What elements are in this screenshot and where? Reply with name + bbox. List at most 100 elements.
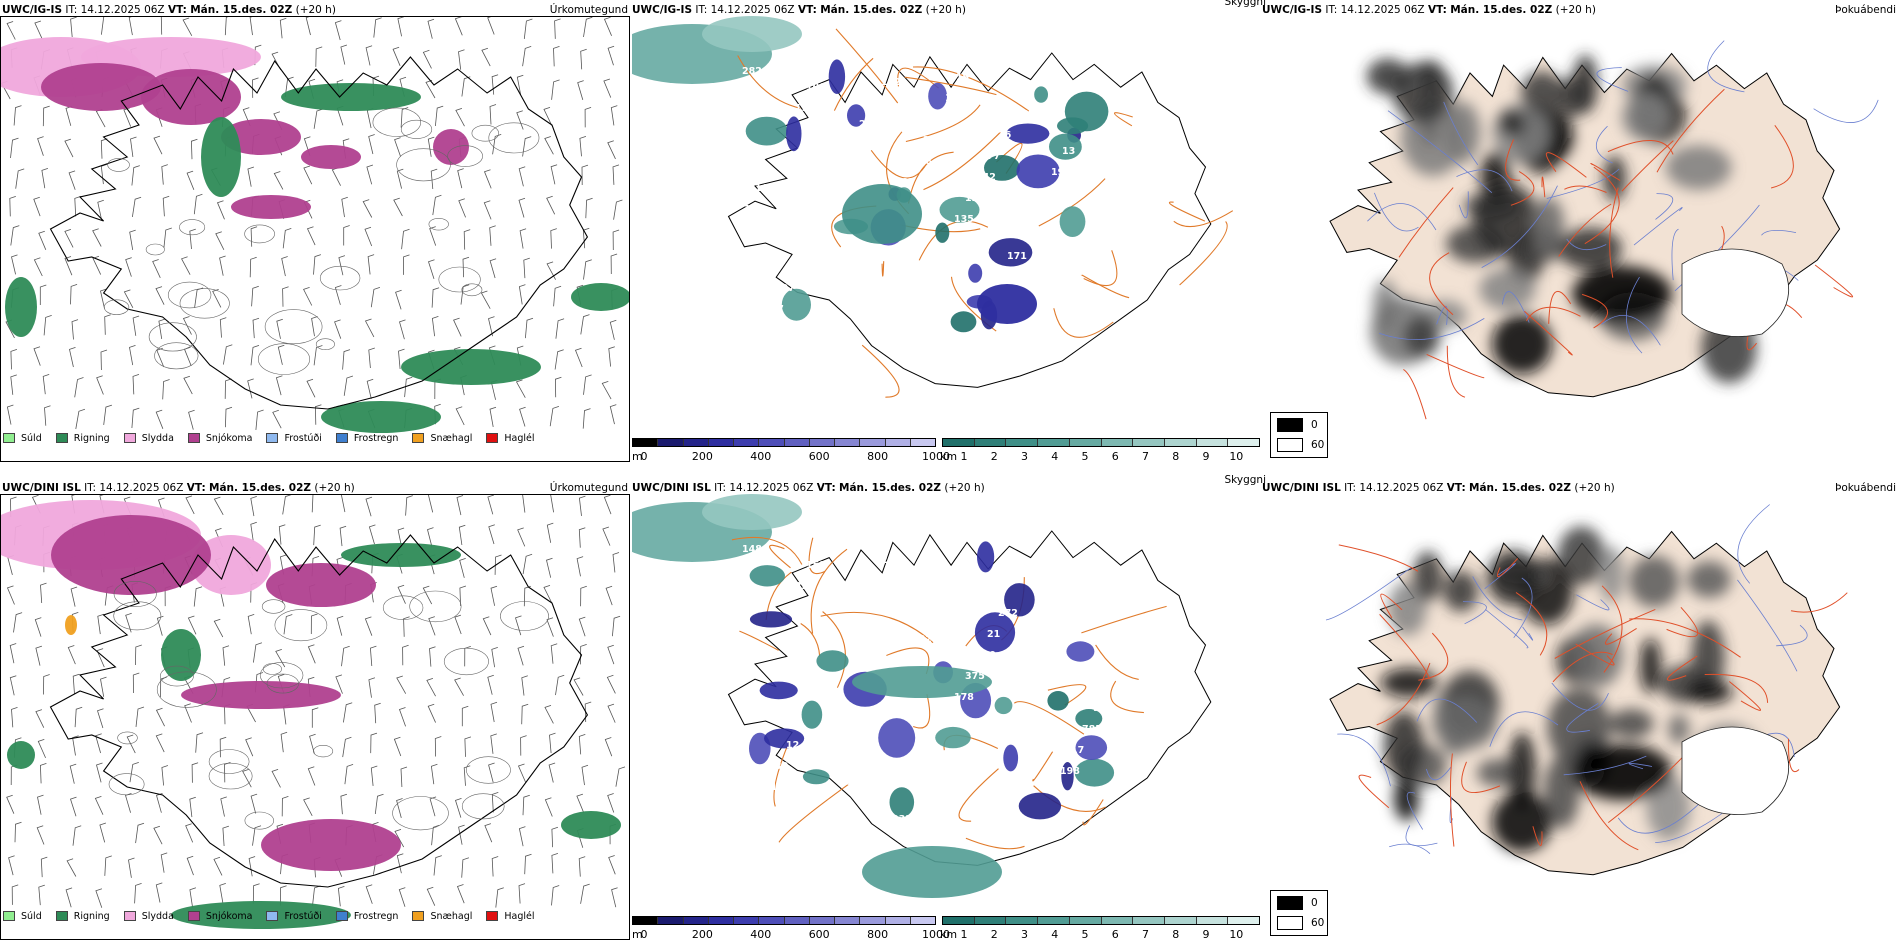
wind-barb bbox=[225, 406, 233, 428]
tick-label: 7 bbox=[1142, 450, 1150, 463]
model-name: UWC/IG-IS bbox=[632, 4, 693, 16]
wind-barb bbox=[578, 616, 586, 637]
fog-patch bbox=[1603, 155, 1627, 202]
legend-high-label: 0 bbox=[1311, 897, 1318, 909]
terrain-contour bbox=[108, 773, 145, 796]
wind-barb bbox=[574, 347, 583, 368]
wind-barb bbox=[524, 853, 532, 875]
colorbar-segment bbox=[708, 439, 734, 446]
wind-barb bbox=[396, 168, 404, 189]
road-segment bbox=[1053, 308, 1114, 338]
wind-barb bbox=[193, 193, 203, 215]
wind-barb bbox=[606, 674, 616, 694]
wind-barb bbox=[95, 108, 106, 128]
wind-barb bbox=[405, 495, 413, 516]
wind-barb bbox=[429, 646, 436, 667]
wind-barb bbox=[70, 284, 78, 305]
precip-legend-item: Frostregn bbox=[335, 433, 398, 444]
cloud-base-value: 151 bbox=[806, 560, 826, 571]
visibility-area bbox=[702, 16, 802, 52]
colorbar-segment bbox=[910, 439, 935, 446]
cloud-base-value: 192 bbox=[945, 571, 965, 582]
model-name: UWC/DINI ISL bbox=[2, 482, 81, 494]
wind-barb bbox=[99, 822, 107, 843]
legend-swatch bbox=[266, 433, 279, 443]
colorbar-segment bbox=[1133, 439, 1165, 446]
snow-pellet-area bbox=[65, 615, 77, 635]
wind-barb bbox=[253, 642, 263, 663]
road-segment bbox=[923, 130, 1002, 191]
colorbar-segment bbox=[1228, 917, 1260, 924]
wind-barb bbox=[223, 344, 233, 365]
tick-label: 9 bbox=[1202, 450, 1210, 463]
wind-barb bbox=[577, 80, 584, 101]
wind-barb bbox=[313, 108, 324, 129]
wind-barb bbox=[464, 736, 472, 757]
wind-barb bbox=[219, 317, 227, 338]
precip-legend-item: Slydda bbox=[123, 910, 174, 922]
tick-label: 1 bbox=[960, 450, 968, 463]
wind-barb bbox=[40, 582, 47, 604]
road-segment bbox=[1358, 774, 1390, 809]
visibility-area bbox=[842, 184, 922, 244]
precip-legend-item: Súld bbox=[3, 911, 42, 922]
cloud-base-value: 282 bbox=[742, 66, 762, 77]
cloud-base-value: 132 bbox=[1009, 109, 1029, 120]
fog-patch bbox=[1403, 315, 1441, 358]
road-segment bbox=[1173, 210, 1234, 228]
cloud-base-area bbox=[1006, 123, 1050, 144]
road-segment bbox=[912, 66, 1030, 112]
terrain-contour bbox=[261, 599, 286, 614]
cloud-base-value: 96 bbox=[753, 325, 767, 336]
wind-barb bbox=[517, 763, 527, 783]
legend-label: Snæhagl bbox=[430, 432, 473, 444]
colorbar-segment bbox=[1006, 917, 1039, 924]
road-segment bbox=[808, 537, 826, 575]
wind-barb bbox=[402, 644, 409, 666]
wind-barb bbox=[422, 585, 433, 605]
cloud-base-area bbox=[928, 82, 947, 110]
terrain-contour bbox=[117, 731, 138, 745]
wind-barb bbox=[11, 254, 18, 275]
wind-barb bbox=[544, 797, 553, 817]
cloud-base-area bbox=[994, 696, 1013, 715]
road-segment bbox=[1656, 88, 1725, 173]
wind-barb bbox=[6, 794, 15, 814]
cloud-base-value: 188 bbox=[817, 819, 837, 830]
road-segment bbox=[1080, 273, 1130, 299]
wind-barb bbox=[458, 824, 465, 845]
legend-label: Frostregn bbox=[353, 910, 399, 922]
legend-label: Slydda bbox=[141, 910, 174, 922]
wind-barb bbox=[135, 644, 142, 666]
wind-barb bbox=[313, 524, 321, 546]
road-segment bbox=[913, 694, 931, 729]
cloud-base-value: 12 bbox=[892, 336, 905, 347]
wind-barb bbox=[580, 883, 590, 904]
road-segment bbox=[1378, 318, 1485, 341]
cloud-base-value: 10 bbox=[1040, 188, 1054, 199]
cloud-base-value: 163 bbox=[755, 183, 775, 194]
wind-barb bbox=[155, 882, 163, 903]
wind-barb bbox=[490, 701, 498, 723]
wind-barb bbox=[307, 766, 316, 786]
wind-barb bbox=[601, 381, 612, 400]
wind-barb bbox=[548, 762, 556, 783]
visibility-map: 282 198 155 63 135 171 137 96 100 259 308 12 201 16 17… bbox=[632, 16, 1234, 398]
wind-barb bbox=[400, 107, 409, 128]
cloud-base-area bbox=[935, 726, 971, 749]
terrain-contour bbox=[319, 265, 361, 291]
cloud-base-area bbox=[950, 311, 977, 333]
colorbar-segment bbox=[943, 439, 975, 446]
wind-barb bbox=[100, 138, 108, 159]
wind-barb bbox=[74, 706, 83, 728]
wind-barb bbox=[42, 374, 50, 395]
wind-barb bbox=[583, 17, 593, 38]
wind-barb bbox=[551, 885, 560, 906]
road-segment bbox=[1013, 701, 1085, 735]
wind-barb bbox=[6, 585, 15, 605]
road-segment bbox=[1728, 681, 1761, 711]
wind-barb bbox=[374, 793, 384, 815]
cloud-base-value: 12 bbox=[786, 740, 799, 751]
terrain-contour bbox=[400, 119, 433, 139]
cloud-base-value: 149 bbox=[817, 341, 837, 352]
